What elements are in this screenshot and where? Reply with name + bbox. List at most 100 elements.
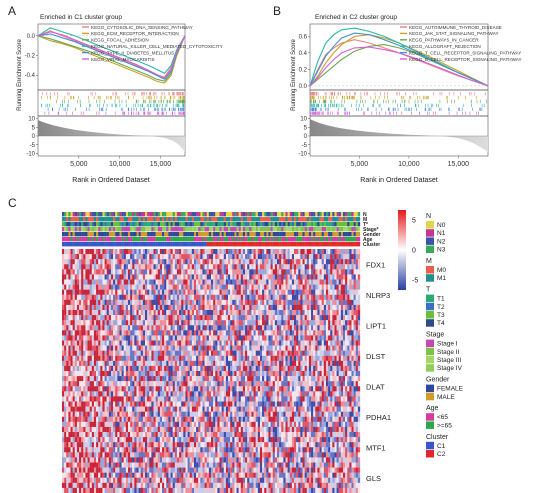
panel-a-legend: KEGG_CYTOSOLIC_DNA_SENSING_PATHWAYKEGG_E… [82, 25, 223, 62]
heatmap-cell [262, 274, 265, 280]
annotation-cell [189, 232, 192, 237]
annotation-cell [274, 227, 278, 232]
heatmap-cell [106, 284, 109, 290]
heatmap-cell [274, 284, 278, 290]
heatmap-cell [127, 350, 131, 356]
heatmap-cell [76, 310, 80, 316]
annotation-cell [127, 227, 131, 232]
heatmap-cell [332, 289, 335, 295]
heatmap-cell [181, 325, 184, 331]
heatmap-cell [85, 340, 88, 346]
heatmap-cell [117, 355, 120, 361]
heatmap-cell [225, 345, 229, 351]
heatmap-cell [334, 335, 337, 341]
heatmap-cell [321, 325, 324, 331]
heatmap-cell [62, 350, 65, 356]
heatmap-cell [102, 335, 105, 341]
heatmap-cell [147, 320, 150, 326]
heatmap-cell [287, 274, 290, 280]
annotation-cell [168, 222, 171, 227]
heatmap-cell [357, 289, 361, 295]
heatmap-cell [285, 279, 288, 285]
heatmap-cell [257, 320, 261, 326]
heatmap-cell [302, 249, 305, 255]
annotation-cell [298, 217, 301, 222]
heatmap-cell [321, 259, 324, 265]
heatmap-cell [168, 360, 171, 367]
annotation-cell [200, 227, 203, 232]
heatmap-cell [213, 335, 216, 341]
heatmap-cell [96, 345, 99, 351]
heatmap-cell [249, 254, 252, 260]
heatmap-cell [147, 330, 150, 336]
heatmap-cell [357, 335, 361, 341]
heatmap-cell [93, 310, 97, 316]
heatmap-cell [110, 274, 114, 280]
heatmap-cell [208, 269, 212, 275]
heatmap-cell [125, 335, 129, 341]
heatmap-cell [159, 325, 163, 331]
heatmap-cell [342, 284, 346, 290]
heatmap-cell [276, 254, 280, 260]
annotation-cell [151, 232, 154, 237]
heatmap-cell [181, 289, 184, 295]
annotation-cell [166, 232, 169, 237]
rank-tick-label: 0 [32, 134, 36, 140]
heatmap-cell [113, 345, 116, 351]
heatmap-cell [76, 299, 80, 306]
heatmap-cell [219, 294, 222, 300]
heatmap-cell [287, 304, 290, 311]
heatmap-cell [91, 254, 95, 260]
heatmap-cell [225, 304, 229, 311]
annotation-cell [285, 217, 288, 222]
annotation-cell [193, 217, 197, 222]
heatmap-cell [202, 335, 205, 341]
heatmap-cell [328, 294, 331, 300]
annotation-cell [228, 217, 231, 222]
heatmap-cell [123, 340, 127, 346]
heatmap-cell [330, 304, 333, 311]
heatmap-cell [85, 350, 88, 356]
heatmap-cell [302, 264, 305, 270]
heatmap-cell [85, 320, 88, 326]
heatmap-cell [136, 315, 139, 321]
heatmap-cell [264, 289, 267, 295]
heatmap-cell [279, 315, 282, 321]
heatmap-cell [342, 345, 346, 351]
heatmap-cell [200, 269, 203, 275]
heatmap-cell [66, 365, 69, 372]
heatmap-cell [319, 330, 322, 336]
heatmap-cell [93, 355, 97, 361]
annotation-cell [66, 237, 69, 242]
heatmap-cell [268, 355, 271, 361]
heatmap-cell [208, 264, 212, 270]
annotation-cell [170, 217, 173, 222]
heatmap-cell [308, 264, 312, 270]
heatmap-cell [183, 294, 186, 300]
heatmap-cell [285, 355, 288, 361]
heatmap-cell [130, 294, 133, 300]
heatmap-cell [321, 279, 324, 285]
heatmap-cell [302, 299, 305, 306]
heatmap-cell [270, 259, 273, 265]
heatmap-cell [232, 279, 235, 285]
heatmap-cell [298, 249, 301, 255]
heatmap-cell [287, 299, 290, 306]
heatmap-cell [145, 310, 148, 316]
heatmap-cell [76, 335, 80, 341]
heatmap-cell [272, 299, 276, 306]
heatmap-cell [240, 264, 244, 270]
heatmap-cell [79, 299, 82, 306]
heatmap-cell [183, 299, 186, 306]
annotation-cell [353, 242, 356, 247]
annotation-cell [102, 227, 105, 232]
heatmap-cell [140, 269, 144, 275]
heatmap-cell [85, 304, 88, 311]
annotation-cell [232, 242, 235, 247]
heatmap-cell [228, 320, 231, 326]
heatmap-cell [228, 289, 231, 295]
annotation-cell [332, 232, 335, 237]
annotation-cell [308, 242, 312, 247]
heatmap-cell [176, 320, 180, 326]
heatmap-cell [193, 304, 197, 311]
